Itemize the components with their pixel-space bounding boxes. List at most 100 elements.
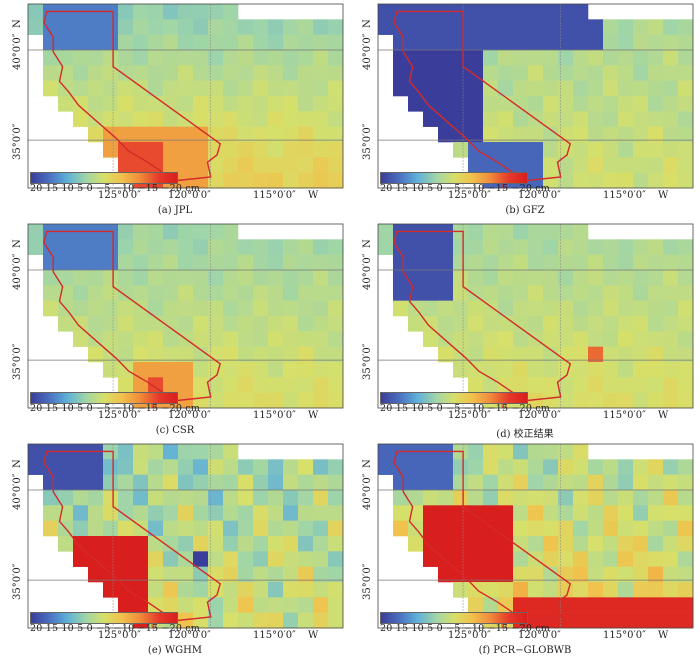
grid-cell — [483, 582, 499, 598]
grid-cell — [58, 239, 74, 255]
grid-cell — [193, 300, 209, 317]
grid-cell — [573, 300, 589, 317]
grid-cell — [453, 80, 469, 97]
grid-cell — [43, 505, 59, 521]
grid-cell — [573, 126, 589, 143]
grid-cell — [223, 316, 239, 332]
grid-cell — [313, 566, 329, 583]
grid-cell — [603, 362, 619, 378]
grid-cell — [528, 224, 544, 240]
lon-tick-label: 115°0′0″ — [253, 410, 296, 421]
grid-cell — [663, 331, 679, 347]
grid-cell — [483, 520, 499, 537]
grid-cell — [423, 505, 439, 521]
grid-cell — [573, 612, 589, 629]
lon-tick-label: 115°0′0″ — [603, 410, 646, 421]
grid-cell — [543, 111, 559, 127]
grid-cell — [528, 65, 544, 81]
grid-cell — [468, 474, 484, 491]
grid-cell — [283, 505, 299, 521]
grid-cell — [423, 474, 439, 491]
grid-cell — [88, 285, 104, 301]
grid-cell — [103, 254, 119, 271]
grid-cell — [558, 4, 574, 20]
grid-cell — [163, 126, 179, 143]
grid-cell — [313, 582, 329, 598]
grid-cell — [178, 316, 194, 332]
grid-cell — [253, 566, 269, 583]
grid-cell — [498, 536, 514, 552]
grid-cell — [543, 490, 559, 506]
grid-cell — [513, 300, 529, 317]
grid-cell — [633, 392, 649, 409]
grid-cell — [238, 316, 254, 332]
grid-cell — [438, 34, 454, 51]
grid-cell — [678, 346, 694, 363]
grid-cell — [663, 172, 679, 189]
grid-cell — [163, 551, 179, 567]
grid-cell — [498, 157, 514, 173]
grid-cell — [393, 19, 409, 35]
grid-cell — [498, 34, 514, 51]
grid-cell — [328, 111, 344, 127]
grid-cell — [498, 346, 514, 363]
grid-cell — [633, 239, 649, 255]
grid-cell — [283, 459, 299, 475]
grid-cell — [588, 551, 604, 567]
grid-cell — [223, 582, 239, 598]
grid-cell — [528, 490, 544, 506]
grid-cell — [163, 444, 179, 460]
grid-cell — [58, 474, 74, 491]
grid-cell — [133, 80, 149, 97]
grid-cell — [178, 459, 194, 475]
grid-cell — [148, 239, 164, 255]
grid-cell — [193, 346, 209, 363]
grid-cell — [423, 65, 439, 81]
grid-cell — [283, 172, 299, 189]
grid-cell — [313, 96, 329, 112]
grid-cell — [588, 346, 604, 363]
grid-cell — [513, 224, 529, 240]
grid-cell — [483, 4, 499, 20]
grid-cell — [603, 474, 619, 491]
grid-cell — [193, 392, 209, 409]
grid-cell — [163, 80, 179, 97]
grid-cell — [573, 254, 589, 271]
grid-cell — [268, 582, 284, 598]
grid-cell — [603, 80, 619, 97]
grid-cell — [468, 597, 484, 613]
grid-cell — [483, 316, 499, 332]
grid-cell — [633, 490, 649, 506]
colorbar-labels: 20 15 10 5 0 −5 −10 −15 −20 cm — [380, 183, 551, 194]
grid-cell — [558, 551, 574, 567]
grid-cell — [313, 346, 329, 363]
grid-cell — [268, 34, 284, 51]
grid-cell — [468, 50, 484, 66]
grid-cell — [408, 459, 424, 475]
map-panel-a: 20 15 10 5 0 −5 −10 −15 −20 cm 40°0′0″ 35°… — [0, 0, 350, 220]
grid-cell — [513, 331, 529, 347]
grid-cell — [483, 474, 499, 491]
grid-cell — [313, 300, 329, 317]
grid-cell — [633, 362, 649, 378]
grid-cell — [298, 111, 314, 127]
grid-cell — [573, 392, 589, 409]
map-frame — [27, 223, 344, 409]
grid-cell — [423, 520, 439, 537]
grid-cell — [73, 239, 89, 255]
grid-cell — [298, 474, 314, 491]
grid-cell — [103, 34, 119, 51]
grid-cell — [328, 300, 344, 317]
grid-cell — [253, 50, 269, 66]
grid-cell — [208, 4, 224, 20]
grid-cell — [283, 300, 299, 317]
lon-tick-label: 120°0′0″ — [168, 630, 211, 641]
grid-cell — [73, 50, 89, 66]
grid-cell — [468, 19, 484, 35]
grid-cell — [513, 474, 529, 491]
grid-cell — [238, 50, 254, 66]
grid-cell — [73, 490, 89, 506]
grid-cell — [483, 19, 499, 35]
grid-cell — [483, 331, 499, 347]
grid-cell — [393, 65, 409, 81]
